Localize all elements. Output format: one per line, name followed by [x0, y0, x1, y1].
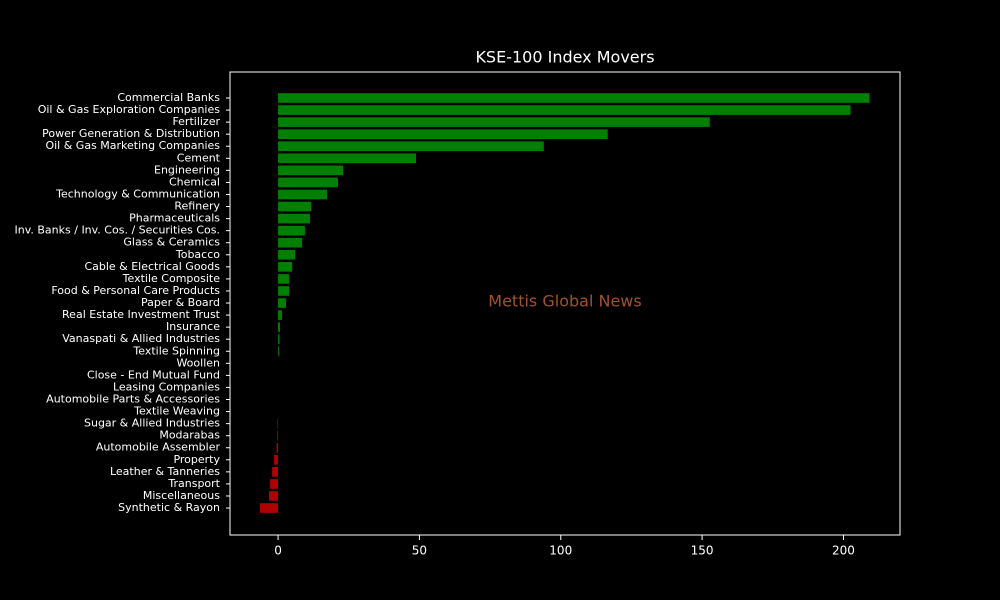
bar	[278, 322, 281, 332]
bar	[277, 430, 279, 441]
bar	[278, 334, 280, 344]
y-tick-label: Sugar & Allied Industries	[84, 417, 220, 430]
y-tick-label: Leather & Tanneries	[110, 465, 220, 478]
x-tick-label: 100	[549, 544, 572, 558]
y-tick-label: Cable & Electrical Goods	[84, 260, 220, 273]
bar	[272, 467, 279, 477]
y-tick-label: Glass & Ceramics	[123, 236, 220, 249]
bar	[259, 503, 279, 513]
y-tick-label: Leasing Companies	[113, 380, 220, 393]
y-tick-label: Automobile Assembler	[96, 441, 221, 454]
y-tick-label: Oil & Gas Exploration Companies	[38, 103, 221, 116]
x-tick-label: 0	[274, 544, 282, 558]
y-tick-label: Miscellaneous	[143, 489, 220, 502]
y-tick-label: Cement	[177, 151, 221, 164]
y-tick-label: Fertilizer	[172, 115, 220, 128]
y-tick-label: Textile Composite	[122, 272, 221, 285]
bar	[278, 165, 344, 176]
y-tick-label: Real Estate Investment Trust	[62, 308, 221, 321]
y-tick-label: Pharmaceuticals	[129, 212, 220, 225]
bar	[278, 141, 544, 152]
y-tick-label: Synthetic & Rayon	[118, 501, 220, 514]
bar	[278, 177, 338, 188]
bar	[278, 129, 608, 139]
y-tick-label: Refinery	[174, 200, 220, 213]
bar	[270, 479, 279, 489]
watermark: Mettis Global News	[488, 292, 641, 311]
bar	[278, 201, 312, 212]
y-tick-label: Inv. Banks / Inv. Cos. / Securities Cos.	[15, 224, 220, 237]
bar	[278, 310, 283, 320]
bar	[278, 213, 311, 224]
bar	[278, 298, 286, 308]
chart-title: KSE-100 Index Movers	[475, 48, 654, 67]
bar	[278, 249, 296, 260]
y-tick-label: Paper & Board	[141, 296, 220, 309]
y-tick-label: Commercial Banks	[117, 91, 220, 104]
y-tick-label: Vanaspati & Allied Industries	[62, 332, 220, 345]
y-tick-label: Textile Spinning	[132, 344, 220, 357]
y-tick-label: Tobacco	[175, 248, 220, 261]
bar	[278, 286, 290, 296]
y-tick-label: Automobile Parts & Accessories	[46, 393, 220, 406]
y-tick-label: Transport	[167, 477, 220, 490]
y-tick-label: Textile Weaving	[133, 405, 220, 418]
x-tick-label: 50	[412, 544, 427, 558]
bar	[278, 93, 870, 103]
bar	[278, 225, 305, 236]
bar	[278, 346, 279, 357]
bar	[269, 491, 279, 501]
x-tick-label: 200	[832, 544, 855, 558]
bar	[278, 105, 851, 115]
y-tick-label: Insurance	[166, 320, 220, 333]
x-tick-label: 150	[691, 544, 714, 558]
bar	[276, 442, 279, 453]
y-tick-label: Food & Personal Care Products	[51, 284, 220, 297]
bar	[278, 262, 293, 272]
y-tick-label: Close - End Mutual Fund	[87, 368, 220, 381]
y-tick-label: Property	[173, 453, 220, 466]
bar	[277, 418, 279, 429]
y-tick-label: Modarabas	[159, 429, 220, 442]
bar	[278, 117, 710, 127]
y-tick-label: Oil & Gas Marketing Companies	[45, 139, 220, 152]
y-tick-label: Woollen	[176, 356, 220, 369]
plot-frame	[229, 71, 901, 536]
bar	[278, 153, 417, 164]
bar	[274, 455, 279, 465]
bar	[278, 189, 327, 200]
bar	[278, 237, 303, 248]
y-tick-label: Power Generation & Distribution	[42, 127, 220, 140]
y-tick-label: Technology & Communication	[55, 187, 220, 200]
y-tick-label: Engineering	[154, 163, 220, 176]
bar	[278, 274, 290, 284]
y-tick-label: Chemical	[169, 175, 220, 188]
